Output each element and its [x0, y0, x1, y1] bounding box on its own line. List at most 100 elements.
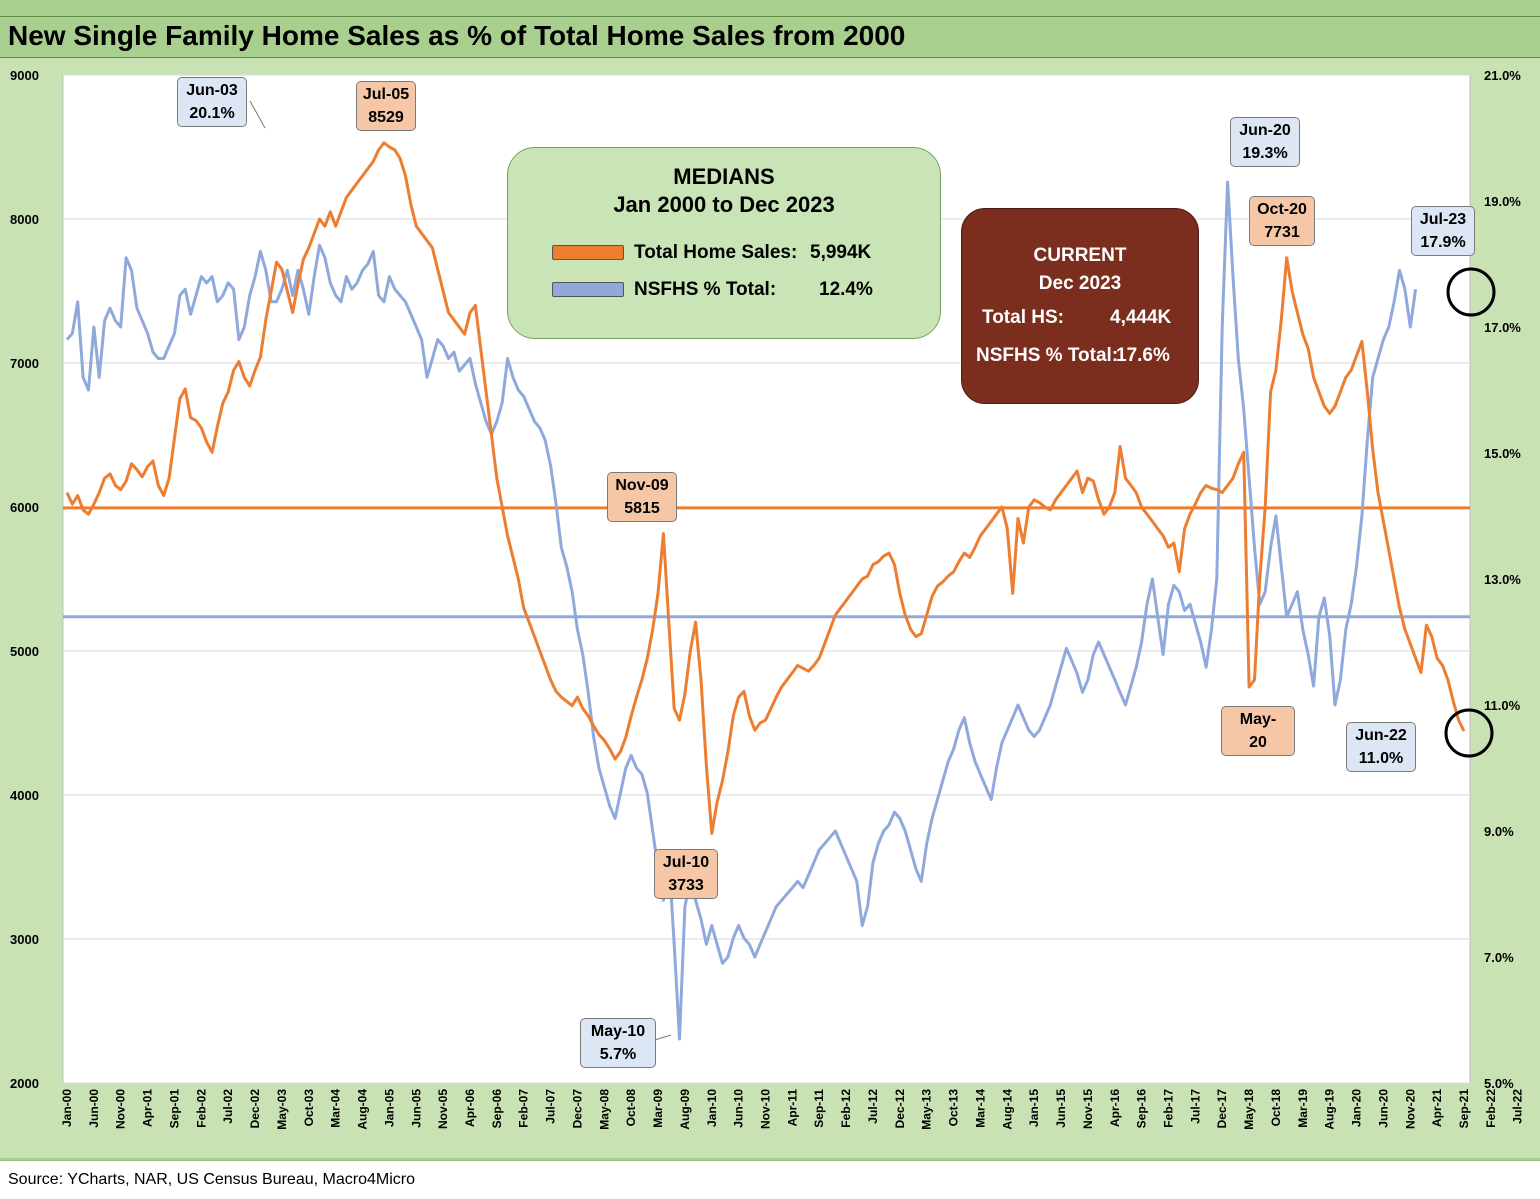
annotation-label: Jun-20	[1239, 122, 1291, 139]
current-nsfhs-value: 17.6%	[1116, 345, 1170, 366]
x-tick-label: Apr-16	[1108, 1089, 1122, 1127]
y-left-tick-label: 4000	[10, 788, 39, 803]
x-tick-label: Mar-14	[973, 1089, 987, 1128]
annotation-jun-03: Jun-03 20.1%	[177, 77, 247, 127]
annotation-label: Jun-22	[1355, 727, 1407, 744]
x-tick-label: Nov-00	[114, 1089, 128, 1129]
current-nsfhs-label: NSFHS % Total:	[976, 345, 1119, 366]
x-tick-label: Oct-13	[947, 1089, 961, 1127]
annotation-label: Oct-20	[1257, 201, 1307, 218]
x-tick-label: Apr-11	[785, 1089, 799, 1127]
current-box: CURRENT Dec 2023 Total HS: 4,444K NSFHS …	[961, 208, 1199, 404]
x-tick-label: Feb-02	[194, 1089, 208, 1128]
x-tick-label: Jul-02	[221, 1089, 235, 1124]
source-bar: Source: YCharts, NAR, US Census Bureau, …	[0, 1160, 1540, 1199]
annotation-value: 19.3%	[1242, 145, 1288, 162]
annotation-jun-22: Jun-22 11.0%	[1346, 722, 1416, 772]
x-tick-label: Jun-05	[409, 1089, 423, 1128]
x-tick-label: Jul-17	[1188, 1089, 1202, 1124]
annotation-value: 8529	[368, 109, 404, 126]
annotation-value: 11.0%	[1358, 750, 1404, 767]
annotation-leader-jun-03	[249, 100, 266, 129]
x-tick-label: Nov-15	[1081, 1089, 1095, 1129]
medians-title: MEDIANS	[673, 164, 775, 189]
x-tick-label: Jan-20	[1350, 1089, 1364, 1127]
y-left-tick-label: 5000	[10, 644, 39, 659]
annotation-value: 7731	[1264, 224, 1300, 241]
x-tick-label: Feb-17	[1161, 1089, 1175, 1128]
y-right-tick-label: 17.0%	[1484, 320, 1521, 335]
x-tick-label: Feb-22	[1484, 1089, 1498, 1128]
annotation-label: May-	[1239, 711, 1277, 728]
current-marker-total-sales	[1444, 708, 1494, 758]
x-tick-label: Aug-19	[1323, 1089, 1337, 1130]
x-tick-label: Mar-09	[651, 1089, 665, 1128]
x-tick-label: Dec-12	[893, 1089, 907, 1129]
x-tick-label: Aug-14	[1000, 1089, 1014, 1130]
series-line-nsfhs-pct	[65, 180, 1418, 1041]
x-tick-label: Jul-07	[544, 1089, 558, 1124]
x-tick-label: Mar-19	[1296, 1089, 1310, 1128]
annotation-label: Jul-23	[1419, 211, 1467, 228]
annotation-value: 3733	[668, 877, 704, 894]
x-tick-label: Dec-02	[248, 1089, 262, 1129]
legend-swatch-nsfhs-pct	[552, 282, 624, 297]
y-left-tick-label: 3000	[10, 932, 39, 947]
x-tick-label: Sep-11	[812, 1089, 826, 1128]
y-right-tick-label: 7.0%	[1484, 950, 1514, 965]
annotation-label: Nov-09	[615, 477, 669, 494]
annotation-jul-10: Jul-10 3733	[654, 849, 718, 899]
x-tick-label: Jun-15	[1054, 1089, 1068, 1128]
annotation-label: Jul-05	[362, 86, 410, 103]
x-tick-label: Apr-06	[463, 1089, 477, 1127]
y-right-tick-label: 9.0%	[1484, 824, 1514, 839]
x-tick-label: Mar-04	[329, 1089, 343, 1128]
annotation-label: Jun-03	[186, 82, 238, 99]
source-note: Source: YCharts, NAR, US Census Bureau, …	[8, 1171, 415, 1188]
x-tick-label: Apr-01	[141, 1089, 155, 1127]
annotation-label: Jul-10	[662, 854, 710, 871]
annotation-jul-05: Jul-05 8529	[356, 81, 416, 131]
x-tick-label: Nov-20	[1403, 1089, 1417, 1129]
current-marker-nsfhs-pct	[1446, 267, 1496, 317]
x-tick-label: Feb-07	[517, 1089, 531, 1128]
legend-label-total-sales: Total Home Sales:	[634, 242, 798, 263]
y-right-tick-label: 21.0%	[1484, 68, 1521, 83]
x-tick-label: Oct-08	[624, 1089, 638, 1127]
x-tick-label: May-08	[597, 1089, 611, 1130]
x-tick-label: Aug-04	[356, 1089, 370, 1130]
x-tick-label: May-03	[275, 1089, 289, 1130]
x-tick-label: Apr-21	[1430, 1089, 1444, 1127]
annotation-value: 17.9%	[1420, 234, 1466, 251]
current-title: CURRENT	[1033, 245, 1127, 266]
plot-panel: 2000 3000 4000 5000 6000 7000 8000 9000 5.0% 7.0%…	[0, 58, 1540, 1158]
y-left-tick-label: 6000	[10, 500, 39, 515]
annotation-jul-23: Jul-23 17.9%	[1411, 206, 1475, 256]
x-tick-label: Jun-10	[732, 1089, 746, 1128]
annotation-may-20: May- 20	[1221, 706, 1295, 756]
current-total-hs-label: Total HS:	[982, 307, 1064, 328]
annotation-jun-20: Jun-20 19.3%	[1230, 117, 1300, 167]
current-subtitle: Dec 2023	[1038, 273, 1122, 294]
series-line-total-sales	[65, 141, 1466, 835]
current-total-hs-value: 4,444K	[1110, 307, 1172, 328]
annotation-label: May-10	[590, 1023, 646, 1040]
y-right-tick-label: 5.0%	[1484, 1076, 1514, 1091]
x-tick-label: Jan-00	[60, 1089, 74, 1127]
title-bar: New Single Family Home Sales as % of Tot…	[0, 16, 1540, 58]
y-right-tick-label: 11.0%	[1484, 698, 1521, 713]
y-right-tick-label: 15.0%	[1484, 446, 1521, 461]
y-left-tick-label: 9000	[10, 68, 39, 83]
legend-swatch-total-sales	[552, 245, 624, 260]
y-right-tick-label: 13.0%	[1484, 572, 1521, 587]
x-tick-label: Feb-12	[839, 1089, 853, 1128]
medians-subtitle: Jan 2000 to Dec 2023	[613, 192, 835, 217]
x-tick-label: May-13	[920, 1089, 934, 1130]
legend-label-nsfhs-pct: NSFHS % Total:	[634, 279, 777, 300]
x-tick-label: Dec-22	[1538, 1089, 1540, 1129]
x-tick-label: Jan-05	[382, 1089, 396, 1127]
x-tick-label: Oct-18	[1269, 1089, 1283, 1127]
annotation-may-10: May-10 5.7%	[580, 1018, 656, 1068]
x-tick-label: Nov-05	[436, 1089, 450, 1129]
x-tick-label: Sep-16	[1135, 1089, 1149, 1129]
